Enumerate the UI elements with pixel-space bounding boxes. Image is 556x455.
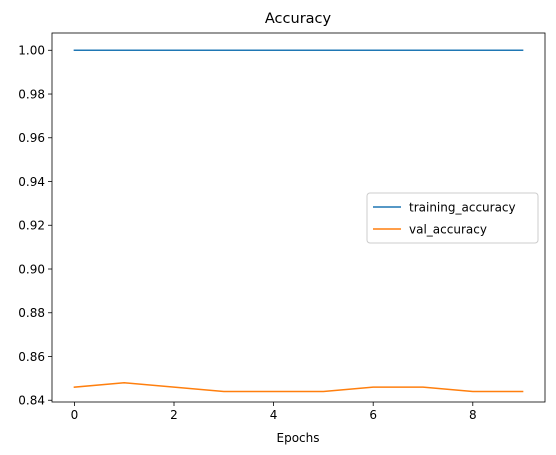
y-tick-label: 1.00 [18, 44, 45, 58]
x-tick-label: 2 [170, 408, 178, 422]
y-tick-label: 0.92 [18, 219, 45, 233]
y-tick-label: 0.86 [18, 350, 45, 364]
y-tick-label: 0.84 [18, 394, 45, 408]
series-line-val_accuracy [73, 382, 524, 393]
legend-label-val_accuracy: val_accuracy [409, 222, 487, 236]
legend-label-training_accuracy: training_accuracy [409, 200, 516, 214]
x-axis: 0 2 4 6 8 [71, 402, 477, 422]
y-tick-label: 0.96 [18, 131, 45, 145]
x-tick-label: 6 [369, 408, 377, 422]
y-tick-label: 0.98 [18, 87, 45, 101]
x-tick-label: 8 [469, 408, 477, 422]
y-tick-label: 0.90 [18, 262, 45, 276]
chart-title: Accuracy [265, 11, 332, 27]
legend-box [366, 192, 539, 244]
x-tick-label: 0 [71, 408, 79, 422]
y-tick-label: 0.88 [18, 306, 45, 320]
legend: training_accuracy val_accuracy [366, 192, 539, 244]
x-axis-title: Epochs [277, 431, 320, 445]
y-tick-label: 0.94 [18, 175, 45, 189]
plot-frame [51, 32, 546, 403]
x-tick-label: 4 [270, 408, 278, 422]
plot-area [51, 32, 546, 403]
y-axis: 0.84 0.86 0.88 0.90 0.92 0.94 0.96 0.98 1.00 [18, 44, 52, 408]
